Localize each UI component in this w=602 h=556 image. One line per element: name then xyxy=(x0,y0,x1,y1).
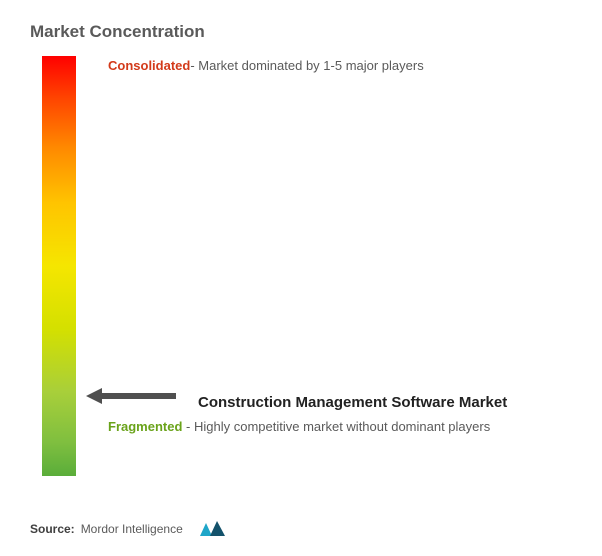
fragmented-label-row: Fragmented - Highly competitive market w… xyxy=(108,418,568,436)
source-row: Source: Mordor Intelligence xyxy=(30,520,227,538)
source-name: Mordor Intelligence xyxy=(81,522,183,536)
market-name: Construction Management Software Market xyxy=(198,394,507,411)
fragmented-description: - Highly competitive market without domi… xyxy=(186,419,490,434)
source-label: Source: xyxy=(30,522,75,536)
infographic-root: Market Concentration Consolidated- Marke… xyxy=(0,0,602,556)
consolidated-term: Consolidated xyxy=(108,58,190,73)
page-title: Market Concentration xyxy=(30,22,572,42)
mordor-logo-icon xyxy=(199,520,227,538)
consolidated-description: - Market dominated by 1-5 major players xyxy=(190,58,423,73)
pointer-arrow xyxy=(86,387,176,405)
concentration-gradient-bar xyxy=(42,56,76,476)
consolidated-label-row: Consolidated- Market dominated by 1-5 ma… xyxy=(108,58,588,75)
chart-area: Consolidated- Market dominated by 1-5 ma… xyxy=(30,56,572,486)
fragmented-term: Fragmented xyxy=(108,419,182,434)
